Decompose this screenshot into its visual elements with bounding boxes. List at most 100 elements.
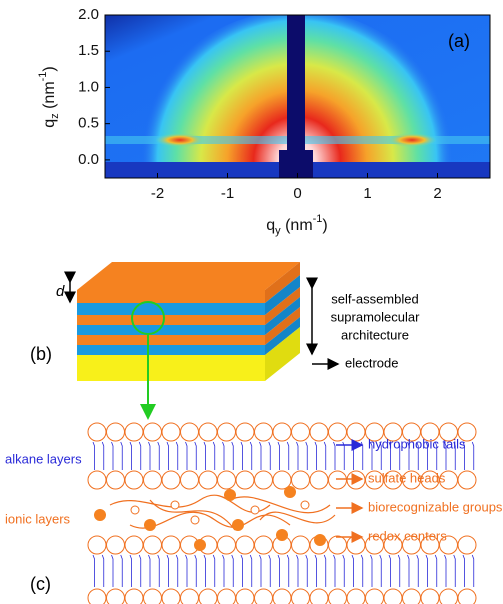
alkyl-tail — [434, 441, 438, 470]
alkyl-tail — [277, 441, 280, 470]
alkyl-tail — [240, 441, 243, 470]
head-group — [457, 588, 477, 604]
redox-center — [276, 529, 288, 541]
alkyl-tail — [277, 554, 280, 587]
alkyl-tail — [101, 441, 105, 470]
alkyl-tail — [259, 554, 262, 587]
panel-label: (c) — [30, 574, 51, 594]
alkyl-tail — [370, 441, 373, 470]
y-label-part: (nm — [41, 81, 58, 113]
alkyl-tail — [323, 441, 327, 470]
head-group — [124, 422, 144, 442]
alkane-label: alkane layers — [5, 451, 82, 466]
alkyl-tail — [388, 554, 391, 587]
x-label-part: y — [275, 225, 281, 237]
head-group — [217, 470, 236, 490]
head-group — [346, 588, 366, 604]
spacing-label: d — [56, 283, 65, 300]
annotation: redox centers — [368, 528, 447, 543]
x-axis-label: qy (nm-1) — [266, 213, 328, 237]
alkyl-tail — [416, 441, 419, 470]
alkyl-tail — [175, 441, 179, 470]
head-group — [235, 422, 255, 442]
head-group — [124, 535, 144, 555]
head-group — [383, 588, 403, 604]
head-group — [291, 535, 310, 555]
x-label-part: -1 — [313, 213, 323, 225]
alkyl-tail — [120, 441, 123, 470]
x-tick-label: 0 — [293, 185, 301, 202]
ionic-chain — [259, 511, 336, 524]
x-tick-label: -1 — [221, 185, 234, 202]
alkyl-tail — [397, 554, 401, 587]
redox-center — [224, 489, 236, 501]
head-group — [161, 470, 181, 490]
y-label-part: q — [41, 119, 58, 128]
panel-label: (a) — [448, 31, 470, 51]
alkyl-tail — [407, 441, 410, 470]
alkyl-tail — [259, 441, 262, 470]
alkyl-tail — [148, 441, 151, 470]
alkyl-tail — [342, 554, 345, 587]
head-group — [365, 588, 384, 604]
alkyl-tail — [101, 554, 105, 587]
x-label-part: (nm — [281, 217, 313, 234]
alkyl-tail — [397, 441, 401, 470]
biogroup — [190, 515, 200, 525]
alkyl-tail — [231, 554, 234, 587]
alkyl-tail — [138, 554, 142, 587]
alkyl-tail — [360, 441, 364, 470]
redox-center — [94, 509, 106, 521]
y-label-part: ) — [41, 66, 58, 71]
head-group — [235, 470, 255, 490]
alkyl-tail — [203, 441, 206, 470]
architecture-label: architecture — [341, 327, 409, 342]
alkyl-tail — [333, 441, 336, 470]
alkyl-tail — [471, 554, 475, 587]
heatmap-image — [105, 15, 490, 178]
head-group — [198, 422, 218, 442]
head-group — [457, 535, 477, 555]
head-group — [254, 535, 273, 555]
head-group — [291, 470, 310, 490]
head-group — [198, 470, 218, 490]
biogroup — [130, 505, 140, 515]
alkyl-tail — [129, 441, 132, 470]
alkyl-tail — [222, 441, 225, 470]
alkyl-tail — [92, 554, 95, 587]
ionic-label: ionic layers — [5, 511, 71, 526]
x-tick-label: -2 — [151, 185, 164, 202]
biogroup — [300, 500, 310, 510]
alkyl-tail — [434, 554, 438, 587]
alkyl-tail — [444, 554, 447, 587]
alkyl-tail — [111, 441, 114, 470]
head-group — [420, 588, 440, 604]
head-group — [106, 535, 125, 555]
head-group — [309, 588, 329, 604]
alkyl-tail — [157, 554, 160, 587]
head-group — [217, 422, 236, 442]
alkyl-tail — [268, 554, 271, 587]
alkyl-tail — [296, 441, 299, 470]
head-group — [457, 470, 477, 490]
alkyl-tail — [333, 554, 336, 587]
ionic-chain — [149, 499, 236, 531]
head-group — [272, 422, 292, 442]
ionic-chain — [109, 494, 271, 513]
x-label-part: q — [266, 217, 275, 234]
redox-center — [144, 519, 156, 531]
architecture-label: supramolecular — [331, 309, 421, 324]
head-group — [309, 470, 329, 490]
y-tick-label: 1.0 — [78, 78, 99, 95]
redox-center — [232, 519, 244, 531]
alkyl-tail — [471, 441, 475, 470]
alkyl-tail — [305, 554, 308, 587]
alkyl-tail — [286, 554, 290, 587]
y-label-part: z — [49, 113, 61, 119]
head-group — [291, 422, 310, 442]
alkyl-tail — [203, 554, 206, 587]
head-group — [235, 588, 255, 604]
head-group — [217, 535, 236, 555]
panel-label: (b) — [30, 344, 52, 364]
